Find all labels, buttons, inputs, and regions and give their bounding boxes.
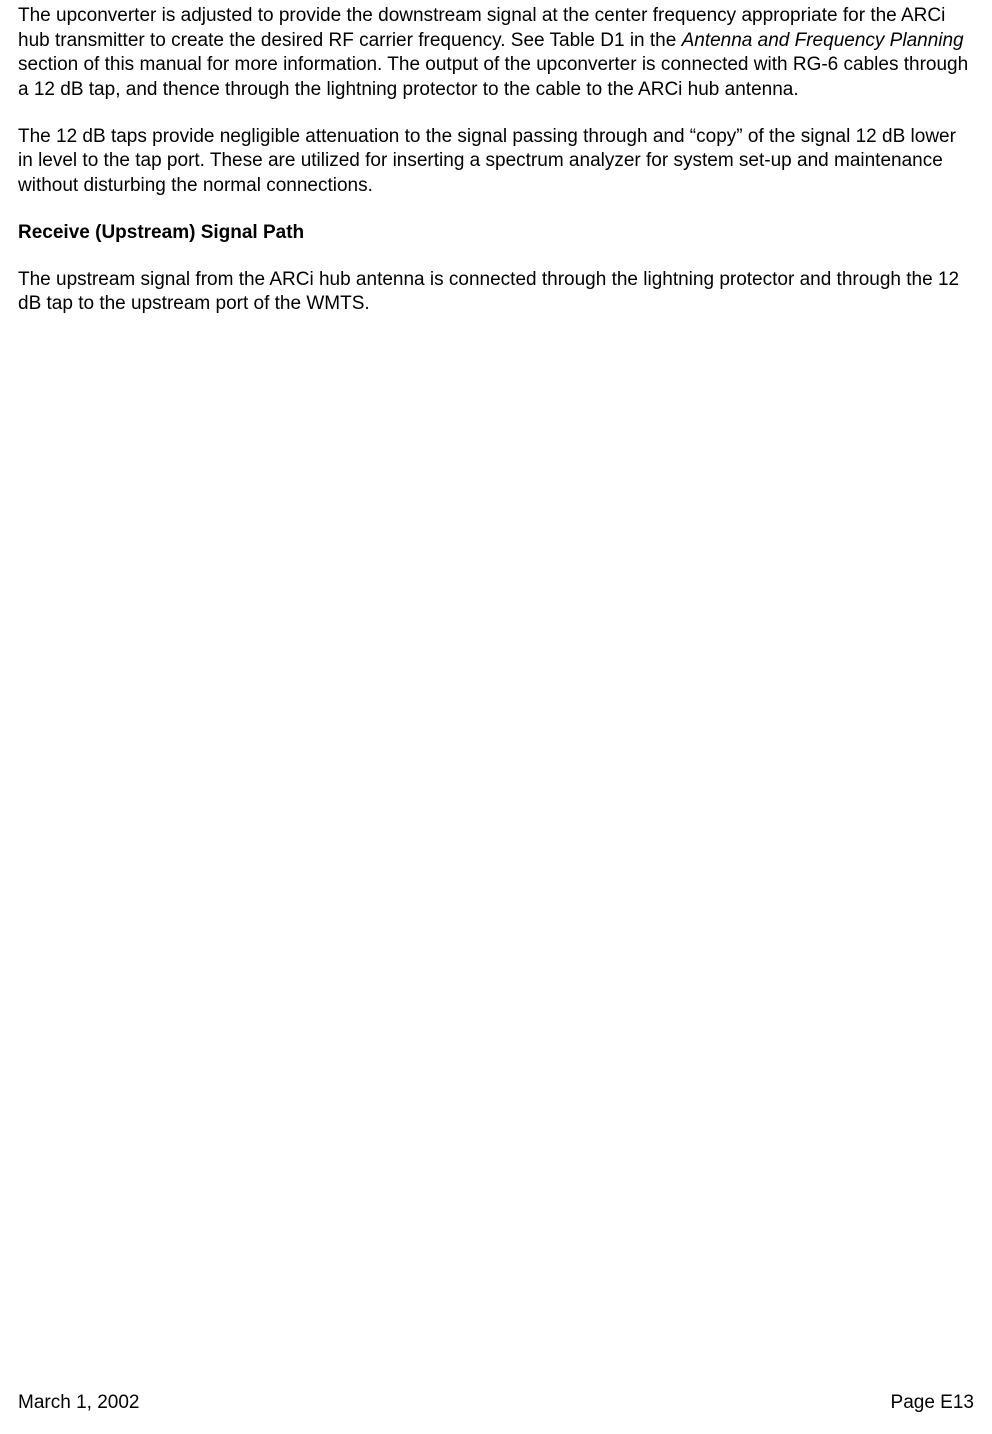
footer-date: March 1, 2002 bbox=[18, 1391, 139, 1416]
footer-page-number: Page E13 bbox=[891, 1391, 974, 1416]
paragraph-upconverter: The upconverter is adjusted to provide t… bbox=[18, 4, 974, 103]
page: The upconverter is adjusted to provide t… bbox=[0, 0, 992, 1434]
para1-part-b: section of this manual for more informat… bbox=[18, 54, 968, 100]
paragraph-upstream: The upstream signal from the ARCi hub an… bbox=[18, 268, 974, 317]
para1-italic: Antenna and Frequency Planning bbox=[682, 30, 964, 51]
paragraph-taps: The 12 dB taps provide negligible attenu… bbox=[18, 125, 974, 199]
heading-receive: Receive (Upstream) Signal Path bbox=[18, 221, 974, 246]
content-area: The upconverter is adjusted to provide t… bbox=[18, 0, 974, 317]
page-footer: March 1, 2002 Page E13 bbox=[18, 1391, 974, 1416]
